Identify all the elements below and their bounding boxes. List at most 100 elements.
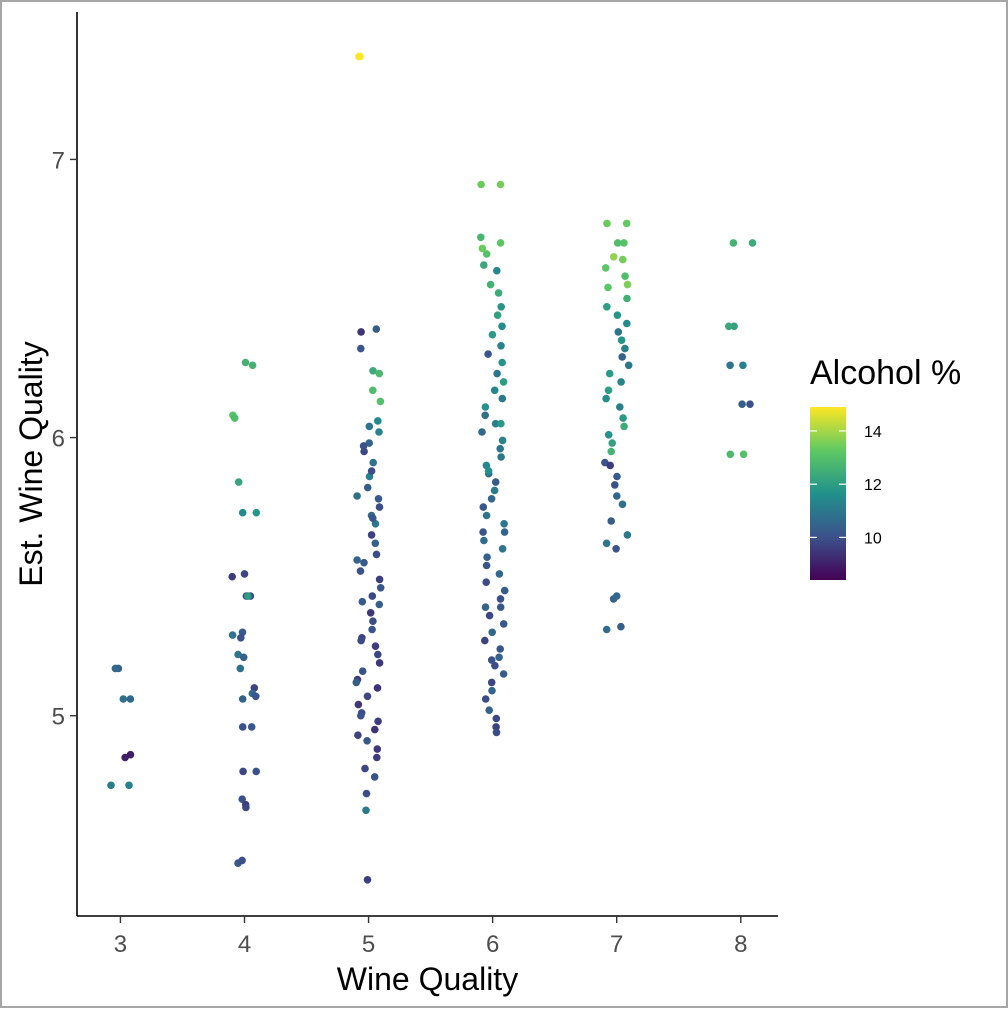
data-point <box>618 500 627 509</box>
data-point <box>612 545 620 553</box>
data-point <box>482 578 491 586</box>
data-point <box>603 303 611 311</box>
data-point <box>353 492 361 500</box>
y-axis-title: Est. Wine Quality <box>13 341 49 586</box>
data-point <box>368 625 376 634</box>
data-point <box>375 575 384 584</box>
data-point <box>374 417 382 425</box>
data-point <box>481 603 490 611</box>
data-point <box>619 414 627 422</box>
data-point <box>613 311 622 320</box>
data-point <box>488 330 497 339</box>
data-point <box>354 731 362 739</box>
data-point <box>240 570 249 578</box>
data-point <box>248 361 257 370</box>
data-point <box>603 219 611 228</box>
data-point <box>369 514 377 522</box>
data-point <box>484 350 492 358</box>
data-point <box>605 369 614 378</box>
data-point <box>500 520 508 528</box>
data-point <box>602 394 610 403</box>
data-point <box>485 611 494 620</box>
data-point <box>228 572 236 581</box>
color-bar <box>810 407 846 580</box>
data-point <box>370 773 379 781</box>
data-point <box>479 528 487 536</box>
data-point <box>491 661 499 670</box>
data-point <box>360 558 368 567</box>
x-tick-label: 4 <box>238 931 251 958</box>
data-point <box>119 695 128 703</box>
data-point <box>494 289 503 297</box>
data-point <box>375 659 384 667</box>
data-point <box>481 411 490 420</box>
data-point <box>238 723 247 731</box>
data-point <box>366 609 375 617</box>
data-point <box>372 325 381 333</box>
data-point <box>499 670 508 678</box>
data-point <box>485 706 494 714</box>
data-point <box>363 483 372 492</box>
data-point <box>496 239 505 247</box>
data-point <box>607 517 615 525</box>
data-point <box>369 458 378 467</box>
data-point <box>111 664 120 673</box>
data-point <box>234 478 243 486</box>
data-point <box>372 550 381 559</box>
data-point <box>621 344 629 353</box>
data-point <box>613 472 621 481</box>
data-point <box>236 664 245 673</box>
data-point <box>363 692 372 701</box>
data-point <box>369 386 377 395</box>
data-point <box>616 403 624 411</box>
data-point <box>239 767 247 776</box>
data-point <box>356 567 365 575</box>
data-point <box>365 439 374 447</box>
x-tick-label: 6 <box>486 931 499 958</box>
data-point <box>488 686 496 695</box>
data-point <box>604 283 612 292</box>
data-point <box>495 653 503 662</box>
color-bar-tick-label: 12 <box>864 477 882 494</box>
data-point <box>617 336 626 345</box>
axes-layer: 3 4 5 6 7 8 5 6 7 <box>52 12 778 958</box>
data-point <box>613 492 621 500</box>
data-point <box>125 781 133 790</box>
data-point <box>373 745 382 753</box>
data-point <box>252 508 261 517</box>
data-point <box>612 592 621 600</box>
data-point <box>620 422 628 431</box>
data-point <box>477 180 485 189</box>
data-point <box>497 342 505 350</box>
data-point <box>362 789 371 798</box>
data-point <box>481 695 490 703</box>
data-point <box>493 311 502 320</box>
data-point <box>478 244 487 253</box>
data-point <box>602 539 611 548</box>
data-point <box>375 503 384 511</box>
data-point <box>748 239 757 247</box>
data-point <box>480 536 488 545</box>
data-point <box>482 561 491 570</box>
data-point <box>487 495 496 503</box>
data-point <box>726 450 735 459</box>
data-point <box>481 403 490 411</box>
data-point <box>478 428 486 436</box>
labels-layer: Wine Quality Est. Wine Quality <box>13 341 518 997</box>
data-point <box>362 806 370 815</box>
data-point <box>371 539 380 548</box>
data-point <box>614 328 623 336</box>
y-tick-label: 6 <box>52 426 65 453</box>
data-point <box>493 266 501 275</box>
data-point <box>238 856 246 865</box>
data-point <box>354 700 363 709</box>
data-point <box>602 625 611 634</box>
data-point <box>357 344 365 353</box>
data-point <box>374 495 383 503</box>
data-point <box>353 556 361 564</box>
color-bar-tick-label: 14 <box>864 424 882 441</box>
data-point <box>352 678 361 687</box>
data-point <box>369 617 377 625</box>
data-point <box>624 361 633 370</box>
data-point <box>492 728 501 737</box>
